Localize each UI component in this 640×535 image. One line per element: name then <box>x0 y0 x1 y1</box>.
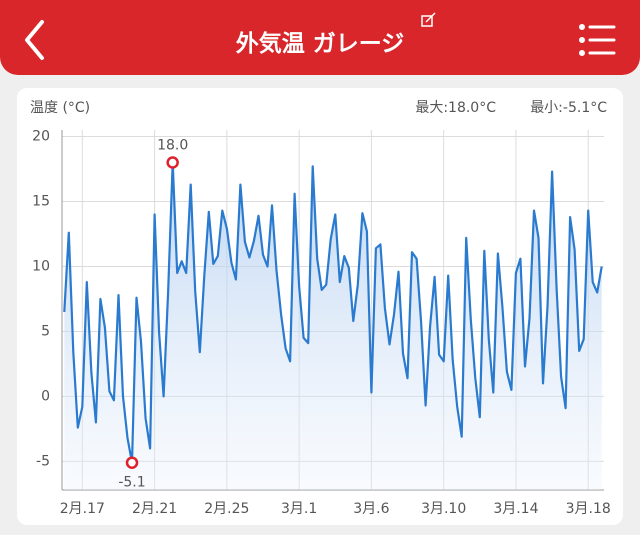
max-point-label: 18.0 <box>157 137 188 153</box>
y-tick-label: -5 <box>36 453 50 469</box>
menu-button[interactable] <box>579 24 616 56</box>
x-tick-label: 2月.21 <box>132 501 177 517</box>
x-tick-label: 3月.1 <box>281 501 317 517</box>
x-tick-label: 3月.18 <box>566 501 611 517</box>
y-tick-label: 20 <box>32 128 50 144</box>
max-summary: 最大:18.0°C <box>415 100 496 116</box>
y-tick-label: 0 <box>41 388 50 404</box>
y-tick-label: 15 <box>32 193 50 209</box>
back-button[interactable] <box>25 20 44 60</box>
x-tick-label: 2月.17 <box>60 501 105 517</box>
y-tick-label: 5 <box>41 323 50 339</box>
line <box>63 161 603 464</box>
y-axis-label: 温度 (°C) <box>30 100 90 116</box>
x-tick-label: 3月.6 <box>353 501 389 517</box>
min-marker <box>125 456 139 469</box>
area <box>64 162 602 490</box>
y-tick-label: 10 <box>32 258 50 274</box>
min-point-label: -5.1 <box>118 475 145 491</box>
header-bar: 外気温 ガレージ <box>0 0 640 75</box>
max-marker <box>166 156 179 169</box>
edit-icon[interactable] <box>421 12 436 27</box>
header-icons <box>25 12 616 60</box>
min-summary: 最小:-5.1°C <box>530 100 607 116</box>
header-title: 外気温 ガレージ <box>235 31 405 57</box>
x-tick-label: 3月.10 <box>421 501 466 517</box>
x-tick-label: 3月.14 <box>493 501 538 517</box>
x-tick-label: 2月.25 <box>204 501 249 517</box>
